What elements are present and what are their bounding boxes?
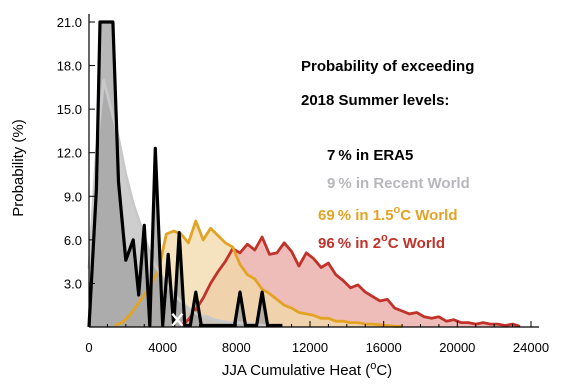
y-tick-label: 6.0 bbox=[64, 233, 82, 248]
x-tick-label: 4000 bbox=[148, 340, 177, 355]
x-tick-label: 20000 bbox=[439, 340, 475, 355]
x-tick-label: 8000 bbox=[222, 340, 251, 355]
annotation-era5: 7 % in ERA5 bbox=[327, 147, 413, 164]
x-axis-label: JJA Cumulative Heat (oC) bbox=[222, 360, 392, 379]
axes-layer bbox=[88, 14, 539, 328]
x-tick-label: 24000 bbox=[513, 340, 549, 355]
y-tick-label: 15.0 bbox=[57, 102, 82, 117]
y-tick-label: 3.0 bbox=[64, 276, 82, 291]
series-line-recent-world bbox=[87, 78, 274, 328]
series-layer bbox=[87, 20, 521, 328]
marker-layer bbox=[171, 312, 184, 327]
annotation-2c-world: 96 % in 2oC World bbox=[318, 232, 445, 252]
x-tick-label: 16000 bbox=[366, 340, 402, 355]
series-area-era5 bbox=[89, 22, 283, 327]
y-tick-label: 12.0 bbox=[57, 146, 82, 161]
y-tick-label: 9.0 bbox=[64, 189, 82, 204]
annotation-recent-world: 9 % in Recent World bbox=[327, 175, 470, 192]
annotation-title-line1: Probability of exceeding bbox=[301, 58, 474, 75]
y-tick-label: 18.0 bbox=[57, 59, 82, 74]
series-line-1-5-c-world bbox=[114, 219, 403, 328]
series-area-1-5-c-world bbox=[114, 221, 403, 327]
y-axis-label: Probability (%) bbox=[10, 119, 27, 217]
annotation-1p5c-world: 69 % in 1.5oC World bbox=[318, 204, 458, 224]
x-tick-label: 12000 bbox=[292, 340, 328, 355]
y-tick-label: 21.0 bbox=[57, 15, 82, 30]
x-tick-label: 0 bbox=[85, 340, 92, 355]
annotation-title-line2: 2018 Summer levels: bbox=[301, 92, 449, 109]
series-line-2-c-world bbox=[180, 235, 521, 328]
threshold-x-marker bbox=[171, 312, 184, 327]
ticks-layer: 3.0 6.0 9.0 12.0 15.0 18.0 21.0 0 4000 8000 12000 1… bbox=[57, 15, 549, 355]
